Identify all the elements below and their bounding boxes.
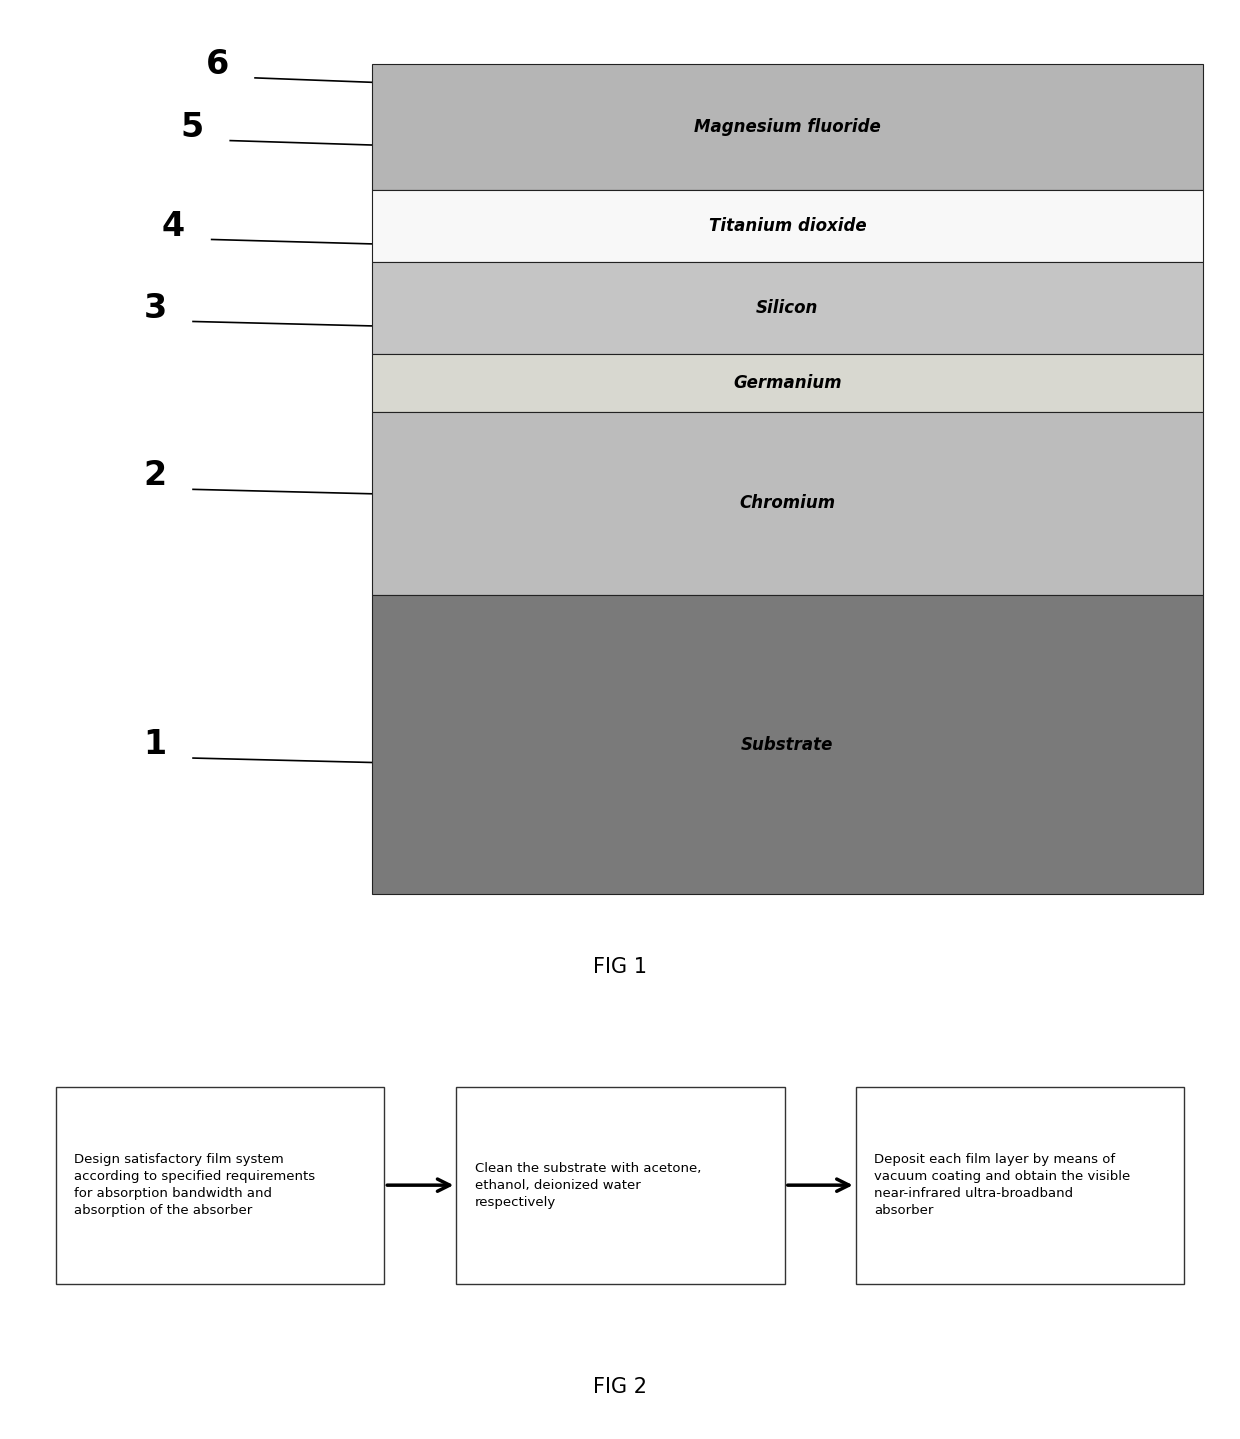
Bar [372, 190, 1203, 262]
Text: 1: 1 [144, 728, 166, 761]
Bar [856, 1086, 1184, 1284]
Text: Substrate: Substrate [742, 735, 833, 754]
Text: Clean the substrate with acetone,
ethanol, deionized water
respectively: Clean the substrate with acetone, ethano… [475, 1161, 702, 1209]
Text: FIG 2: FIG 2 [593, 1377, 647, 1397]
Text: 6: 6 [206, 47, 228, 81]
Bar [372, 412, 1203, 596]
Text: Silicon: Silicon [756, 299, 818, 317]
Text: Titanium dioxide: Titanium dioxide [708, 217, 867, 235]
Text: 2: 2 [144, 459, 166, 492]
Bar [372, 596, 1203, 894]
Text: 4: 4 [162, 210, 185, 243]
Bar [56, 1086, 384, 1284]
Bar [456, 1086, 785, 1284]
Text: FIG 1: FIG 1 [593, 957, 647, 977]
Bar [372, 65, 1203, 190]
Bar [372, 354, 1203, 412]
Text: Design satisfactory film system
according to specified requirements
for absorpti: Design satisfactory film system accordin… [74, 1153, 315, 1217]
Bar [372, 262, 1203, 354]
Text: Germanium: Germanium [733, 374, 842, 391]
Text: Chromium: Chromium [739, 495, 836, 512]
Text: Magnesium fluoride: Magnesium fluoride [694, 118, 880, 137]
Text: Deposit each film layer by means of
vacuum coating and obtain the visible
near-i: Deposit each film layer by means of vacu… [874, 1153, 1131, 1217]
Text: 5: 5 [181, 111, 203, 144]
Text: 3: 3 [144, 292, 166, 325]
